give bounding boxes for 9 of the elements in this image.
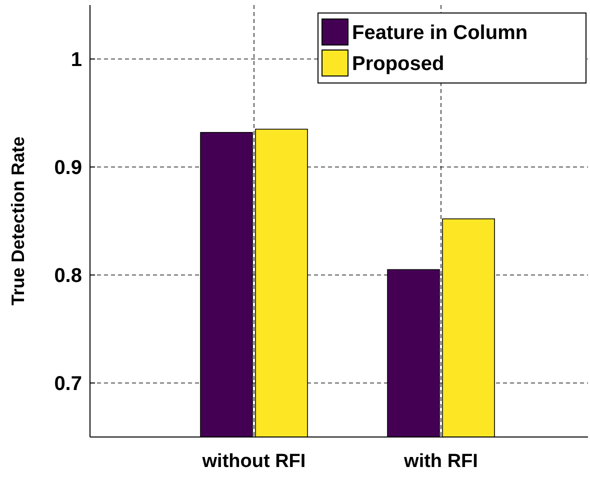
legend-label: Feature in Column — [352, 22, 528, 44]
x-tick-label: without RFI — [201, 451, 306, 472]
legend-label: Proposed — [352, 53, 444, 75]
y-axis-title: True Detection Rate — [8, 136, 28, 306]
y-tick-label: 1 — [70, 49, 82, 71]
y-tick-label: 0.9 — [54, 157, 82, 179]
y-tick-label: 0.7 — [54, 373, 82, 395]
x-tick-label: with RFI — [403, 451, 478, 472]
y-tick-label: 0.8 — [54, 265, 82, 287]
